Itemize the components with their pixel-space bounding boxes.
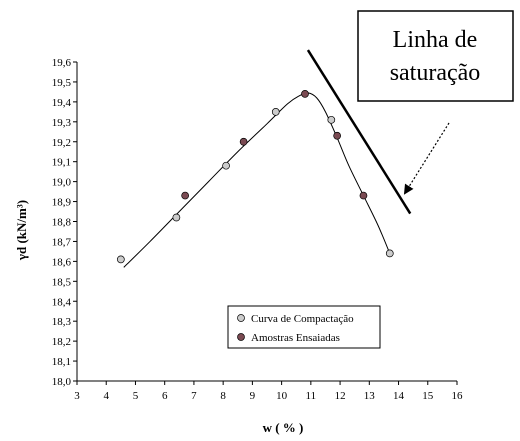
data-point-series-0 [116,255,125,264]
data-point-series-1 [333,131,342,140]
y-tick-label: 19,5 [52,77,72,89]
data-point-series-1 [301,90,309,98]
callout-line-1: Linha de [393,27,478,53]
axes: 18,0 18,1 18,2 18,3 18,4 18,5 18,6 18,7 18,8 18,9… [52,57,463,402]
data-point-series-1 [359,191,368,200]
data-points [116,90,394,264]
y-tick-label: 18,3 [52,316,72,328]
legend-marker-series-0 [237,314,245,322]
legend-label-series-0: Curva de Compactação [251,313,354,325]
callout-box [357,10,514,102]
y-tick-label: 18,9 [52,197,72,209]
x-tick-label: 14 [393,390,405,402]
y-tick-label: 18,4 [52,296,72,308]
callout-line-2: saturação [390,60,481,86]
x-tick-label: 4 [103,390,109,402]
legend-box [227,305,381,349]
legend-label-series-1: Amostras Ensaiadas [251,332,340,344]
x-tick-label: 7 [191,390,197,402]
data-point-series-0 [172,213,181,222]
y-tick-label: 19,0 [52,177,72,189]
x-tick-label: 5 [133,390,139,402]
y-tick-label: 19,3 [52,117,72,129]
data-point-series-0 [222,161,230,170]
data-point-series-1 [239,137,248,146]
x-tick-label: 10 [276,390,288,402]
data-point-series-0 [385,249,394,258]
saturation-line [306,49,412,215]
x-tick-label: 15 [422,390,434,402]
x-tick-label: 12 [335,390,346,402]
saturation-line-segment [306,49,412,215]
saturation-callout: Linha de saturação [357,10,514,195]
data-point-series-0 [271,107,280,116]
legend-marker-series-1 [237,333,245,341]
x-tick-label: 9 [250,390,256,402]
y-tick-label: 18,8 [52,217,72,229]
y-tick-label: 18,6 [52,256,72,268]
y-tick-label: 18,0 [52,376,72,388]
x-tick-label: 6 [162,390,168,402]
callout-arrow [403,122,450,195]
data-point-series-1 [181,191,190,200]
y-tick-label: 19,4 [52,97,72,109]
x-tick-label: 11 [306,390,317,402]
x-tick-label: 13 [364,390,376,402]
y-axis-label: γd (kN/m³) [14,200,29,261]
legend: Curva de Compactação Amostras Ensaiadas [227,305,381,349]
x-tick-label: 3 [74,390,80,402]
y-tick-label: 19,2 [52,137,71,149]
x-axis-label: w ( % ) [263,420,304,435]
y-tick-label: 18,5 [52,276,72,288]
y-tick-label: 19,6 [52,57,72,69]
y-tick-label: 18,7 [52,236,72,248]
y-tick-label: 19,1 [52,157,71,169]
data-point-series-0 [327,115,336,124]
x-tick-label: 8 [220,390,226,402]
y-tick-label: 18,1 [52,356,71,368]
y-tick-label: 18,2 [52,336,71,348]
x-tick-label: 16 [452,390,464,402]
